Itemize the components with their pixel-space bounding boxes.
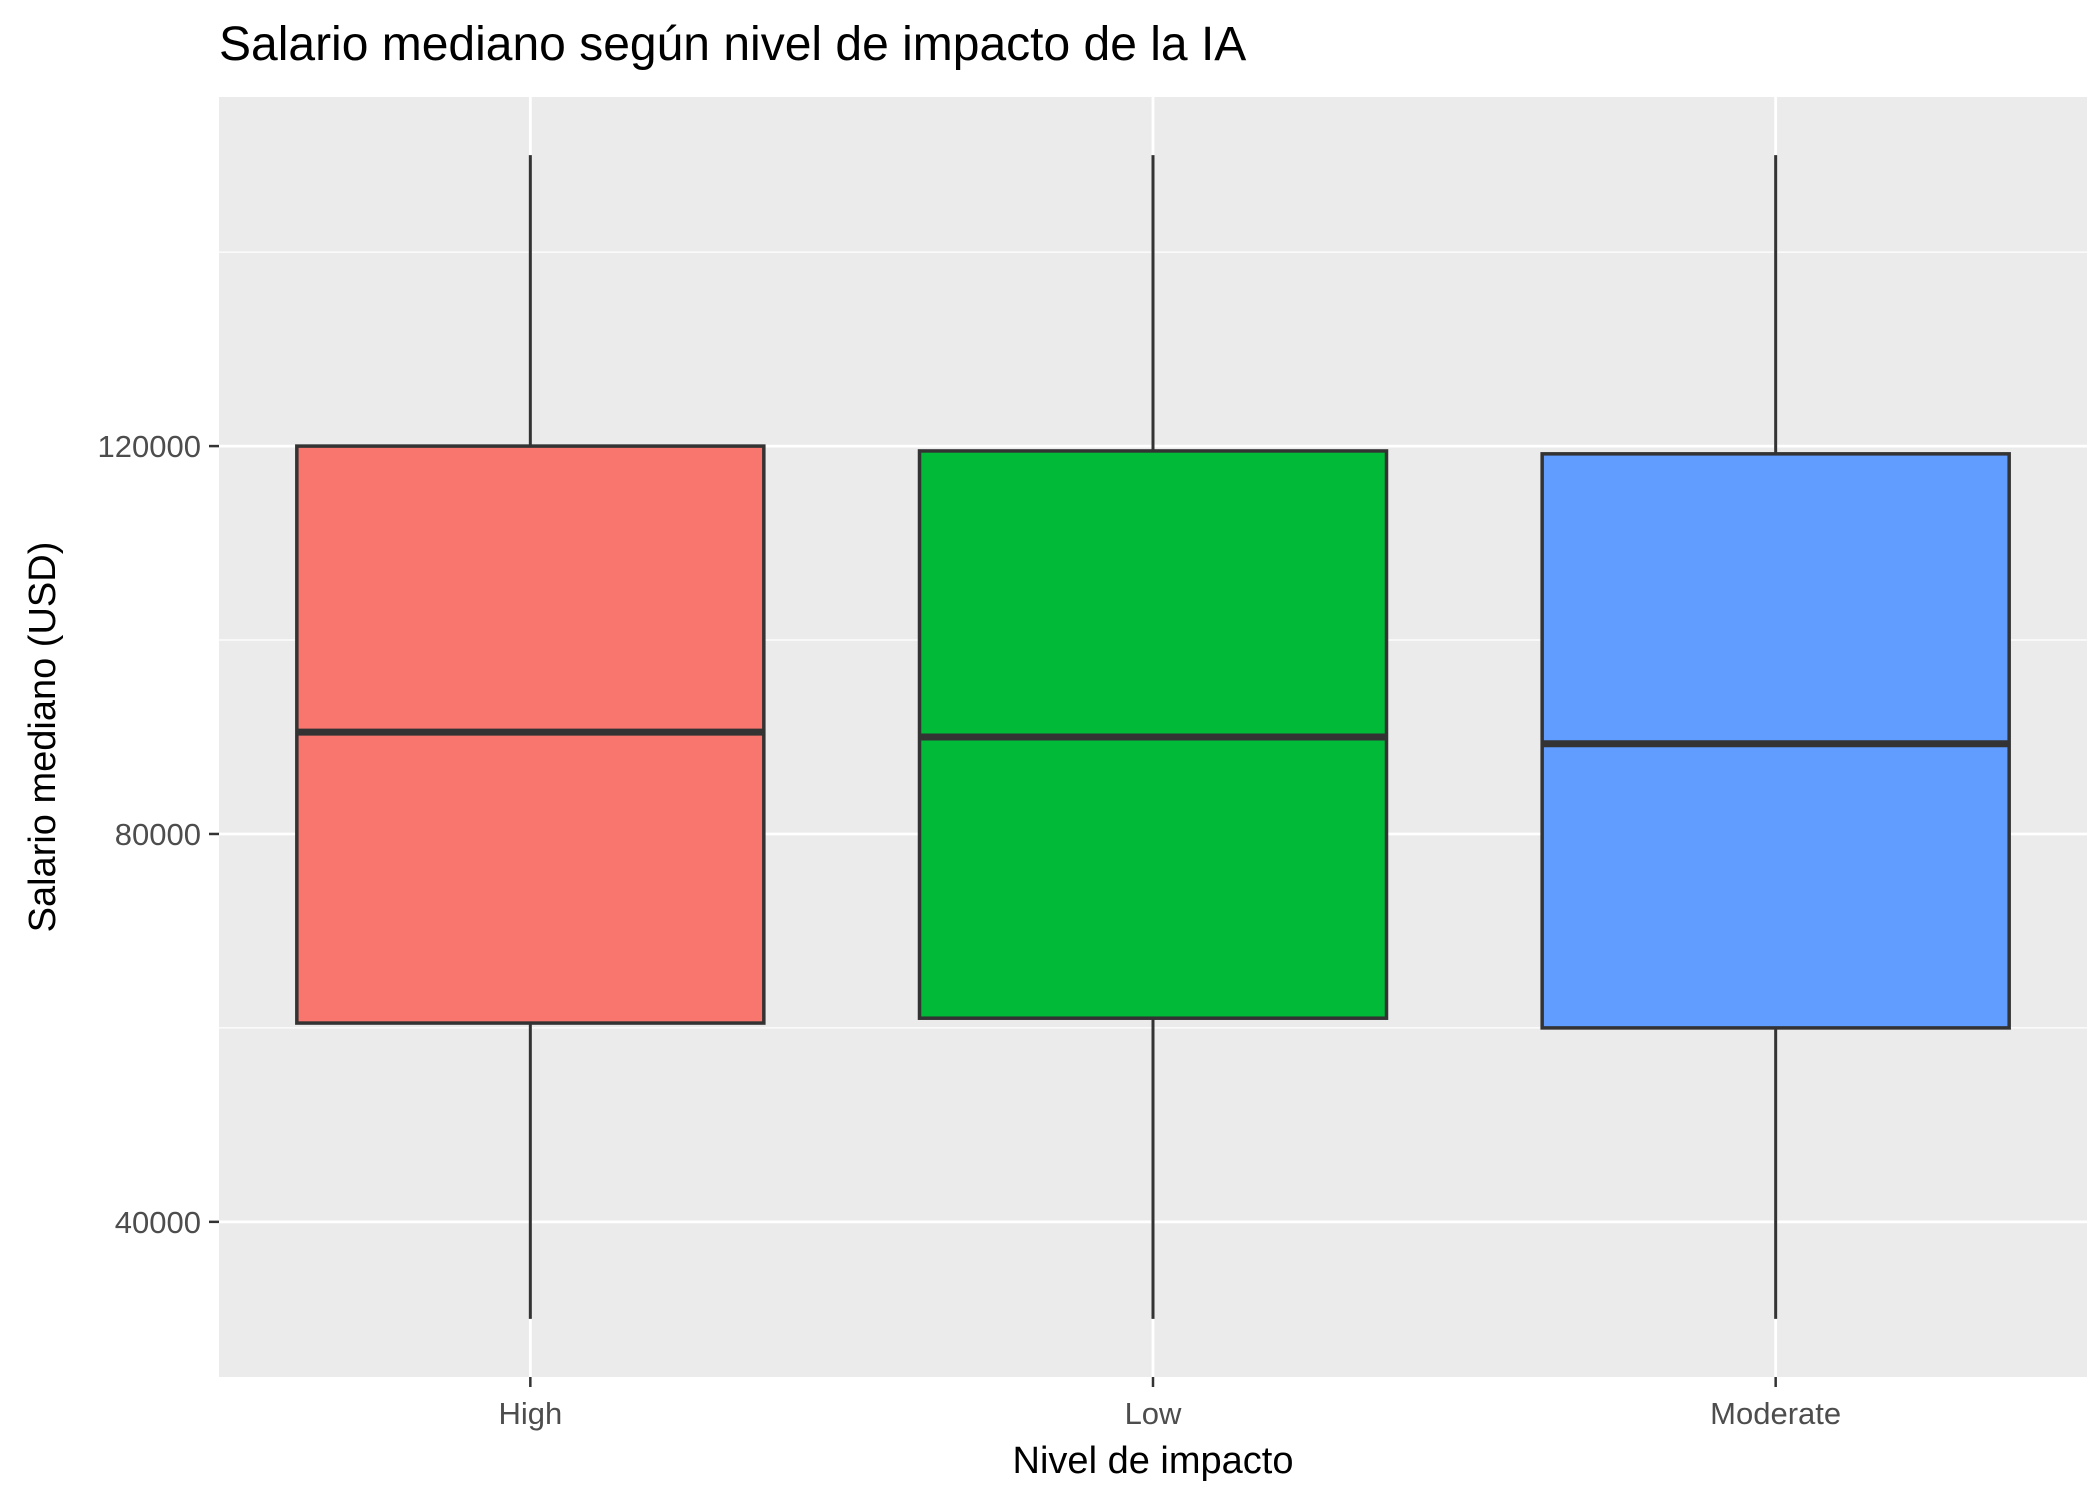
y-axis: 40000 80000 120000 <box>98 429 219 1240</box>
box-series <box>295 155 2011 1319</box>
x-tick-label: Moderate <box>1710 1396 1841 1431</box>
y-axis-title: Salario mediano (USD) <box>22 542 64 933</box>
x-tick-label: High <box>498 1396 562 1431</box>
x-axis-title: Nivel de impacto <box>1013 1440 1294 1482</box>
x-tick-label: Low <box>1125 1396 1182 1431</box>
y-tick-label: 120000 <box>98 429 201 464</box>
chart-title: Salario mediano según nivel de impacto d… <box>219 18 1246 71</box>
y-tick-label: 80000 <box>115 817 201 852</box>
y-tick-label: 40000 <box>115 1205 201 1240</box>
box-high <box>295 155 766 1319</box>
x-axis: High Low Moderate <box>498 1377 1841 1431</box>
box-low <box>917 155 1389 1319</box>
box-moderate <box>1540 155 2011 1319</box>
